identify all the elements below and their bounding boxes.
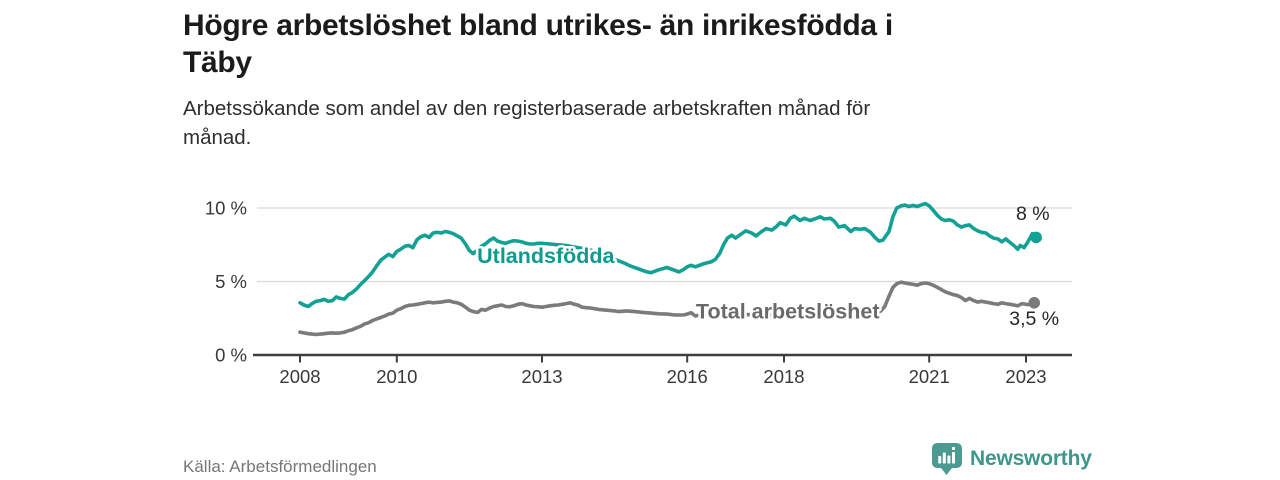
y-tick-label-10: 10 % xyxy=(205,198,247,219)
newsworthy-bar-chart-pin-icon xyxy=(932,443,962,475)
y-tick-label-0: 0 % xyxy=(215,345,247,366)
x-tick-label-2021: 2021 xyxy=(909,366,950,387)
newsworthy-wordmark: Newsworthy xyxy=(970,447,1092,470)
x-tick-label-2016: 2016 xyxy=(667,366,708,387)
page-title-line-1: Högre arbetslöshet bland utrikes- än inr… xyxy=(183,9,893,42)
page-subtitle-line-1: Arbetssökande som andel av den registerb… xyxy=(183,97,871,120)
x-tick-label-2008: 2008 xyxy=(279,366,320,387)
series-line-utlandsfodda xyxy=(298,201,1038,309)
end-value-label-total-arbetsloshet: 3,5 % xyxy=(1009,308,1059,330)
end-value-label-utlandsfodda: 8 % xyxy=(1016,203,1050,225)
end-dot-utlandsfodda xyxy=(1030,231,1042,244)
page-title: Högre arbetslöshet bland utrikes- än inr… xyxy=(183,7,893,81)
series-label-total-arbetsloshet: Total arbetslöshet xyxy=(696,300,880,324)
series-label-utlandsfodda: Utlandsfödda xyxy=(477,244,615,268)
x-tick-label-2018: 2018 xyxy=(763,366,804,387)
newsworthy-logo: Newsworthy xyxy=(932,443,1092,475)
series-line-total-arbetsloshet xyxy=(298,280,1036,337)
x-tick-label-2023: 2023 xyxy=(1005,366,1046,387)
source-text: Källa: Arbetsförmedlingen xyxy=(183,457,377,476)
y-tick-label-5: 5 % xyxy=(215,271,247,292)
page-subtitle-line-2: månad. xyxy=(183,126,252,149)
x-tick-label-2013: 2013 xyxy=(521,366,562,387)
page-subtitle: Arbetssökande som andel av den registerb… xyxy=(183,94,870,152)
end-dot-total-arbetsloshet xyxy=(1028,297,1041,309)
page-title-line-2: Täby xyxy=(183,46,252,79)
x-tick-label-2010: 2010 xyxy=(376,366,417,387)
